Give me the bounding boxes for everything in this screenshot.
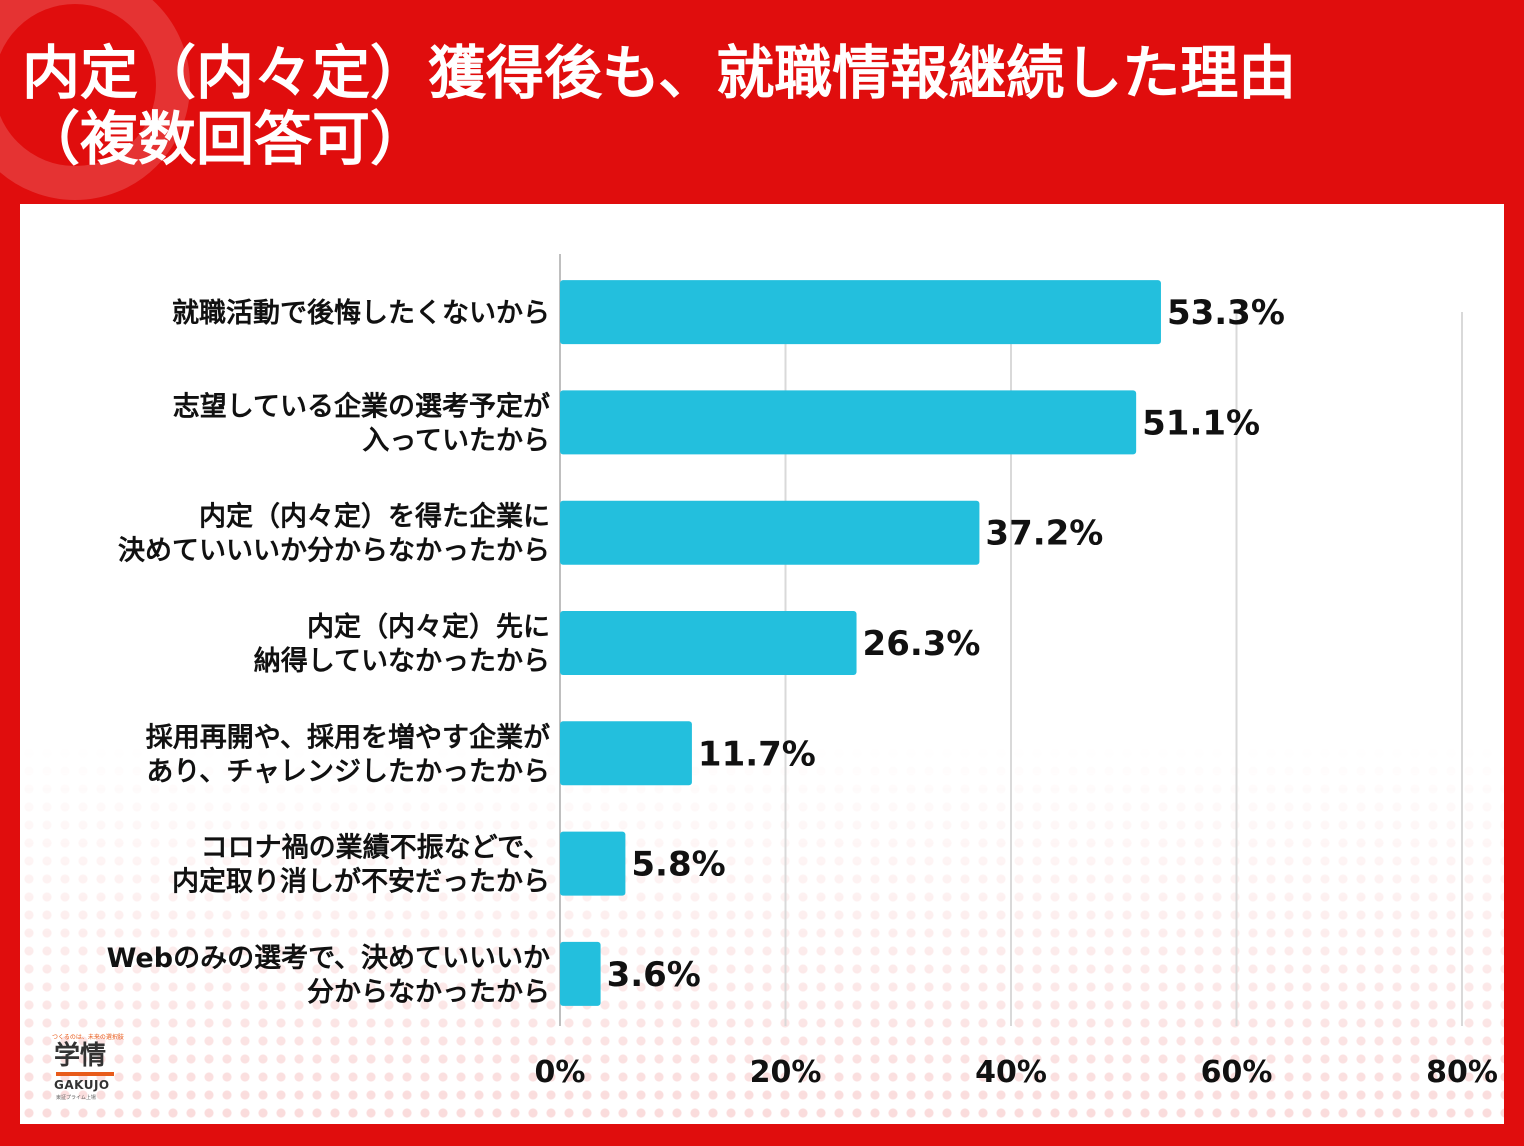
bar-chart: 0% 20% 40% 60% 80% 53.3% 就職活動で後悔したくないから 51.1% 志望… [107,254,1498,1090]
logo-tagline: つくるのは、未来の選択肢 [52,1034,124,1041]
bar [560,390,1137,455]
dot-pattern [20,744,1504,1124]
data-label: 51.1% [1142,403,1260,443]
category-label: コロナ禍の業績不振などで、 [201,832,550,864]
x-tick-label: 80% [1426,1055,1498,1090]
category-label: 入っていたから [362,425,550,456]
logo-wordmark: GAKUJO [54,1078,110,1092]
chart-panel: 0% 20% 40% 60% 80% 53.3% 就職活動で後悔したくないから 51.1% 志望… [20,204,1504,1124]
chart-title: 内定（内々定）獲得後も、就職情報継続した理由 （複数回答可） [22,40,1512,172]
title-line-1: 内定（内々定）獲得後も、就職情報継続した理由 [22,39,1297,107]
data-label: 26.3% [863,624,981,664]
bar [560,941,601,1006]
logo-mark: 学情 [54,1041,107,1071]
category-label: 分からなかったから [307,977,550,1008]
category-label: 決めていいいか分からなかったから [118,536,550,567]
bar [560,611,857,675]
logo-underline [56,1072,114,1076]
category-label: 内定取り消しが不安だったから [172,866,550,898]
bar [560,500,980,565]
title-line-2: （複数回答可） [22,105,429,173]
category-label: 志望している企業の選考予定が [173,390,550,422]
category-label: 就職活動で後悔したくないから [172,297,550,329]
category-label: Webのみの選考で、決めていいいか [107,943,550,974]
category-label: 納得していなかったから [254,645,550,677]
logo-subline: 東証プライム上場 [56,1095,96,1101]
data-label: 3.6% [607,955,701,995]
category-label: 内定（内々定）を得た企業に [199,501,550,533]
bar [560,721,692,786]
category-label: 採用再開や、採用を増やす企業が [146,721,550,753]
bar [560,831,626,896]
gakujo-logo: つくるのは、未来の選択肢 学情 GAKUJO 東証プライム上場 [52,1032,124,1102]
data-label: 5.8% [631,845,725,885]
category-label: 内定（内々定）先に [307,611,550,643]
x-tick-label: 60% [1201,1055,1273,1090]
category-label: あり、チャレンジしたかったから [146,756,550,787]
x-tick-label: 40% [975,1055,1047,1090]
bar [560,280,1161,345]
data-label: 11.7% [698,734,816,774]
x-tick-label: 0% [535,1055,586,1090]
x-tick-label: 20% [750,1055,822,1090]
data-label: 53.3% [1167,293,1285,333]
data-label: 37.2% [985,514,1103,554]
